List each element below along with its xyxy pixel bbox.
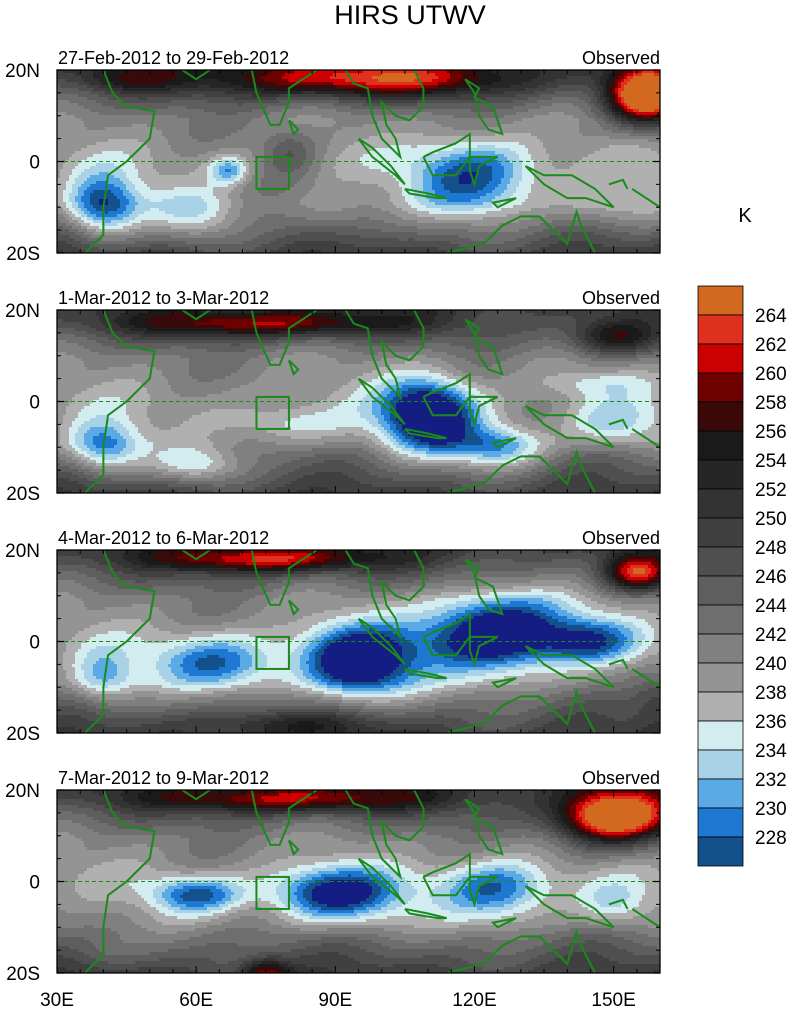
- colorbar-tick-label: 248: [755, 538, 787, 559]
- x-tick-label: 30E: [40, 990, 74, 1011]
- colorbar-swatch: [697, 517, 744, 548]
- panel-period-label: 1-Mar-2012 to 3-Mar-2012: [58, 288, 269, 308]
- contour-field: [57, 550, 660, 733]
- figure-title: HIRS UTWV: [334, 0, 486, 30]
- map-panel-2: 1-Mar-2012 to 3-Mar-2012 Observed 20N 0 20S: [5, 288, 661, 505]
- map-panels: 27-Feb-2012 to 29-Feb-2012 Observed 20N 0 20…: [5, 48, 661, 1011]
- panel-observed-label: Observed: [582, 48, 660, 68]
- colorbar-tick-label: 238: [755, 683, 787, 704]
- x-tick-label: 60E: [179, 990, 213, 1011]
- colorbar-tick-label: 252: [755, 480, 787, 501]
- study-region-box: [255, 875, 290, 910]
- coastlines: [84, 310, 660, 493]
- colorbar-swatch: [697, 343, 744, 374]
- colorbar-swatch: [697, 691, 744, 722]
- colorbar-tick-label: 232: [755, 770, 787, 791]
- x-tick-label: 120E: [452, 990, 496, 1011]
- study-region-box: [255, 395, 290, 430]
- colorbar-tick-label: 234: [755, 741, 787, 762]
- y-tick-label: 20N: [5, 301, 40, 322]
- colorbar-tick-label: 230: [755, 799, 787, 820]
- colorbar: 264 262 260 258 256 254 252 250 248 246 244 242 240 2…: [697, 285, 787, 867]
- colorbar-swatch: [697, 430, 744, 461]
- colorbar-swatch: [697, 720, 744, 751]
- coastlines: [84, 70, 660, 253]
- x-axis: 30E 60E 90E 120E 150E: [40, 990, 636, 1011]
- colorbar-tick-label: 246: [755, 567, 787, 588]
- contour-field: [57, 310, 660, 493]
- y-tick-label: 20N: [5, 781, 40, 802]
- y-tick-label: 20S: [6, 244, 40, 265]
- colorbar-tick-label: 262: [755, 335, 787, 356]
- map-panel-3: 4-Mar-2012 to 6-Mar-2012 Observed 20N 0 20S: [5, 528, 661, 745]
- panel-observed-label: Observed: [582, 288, 660, 308]
- colorbar-tick-label: 244: [755, 596, 787, 617]
- colorbar-units-label: K: [738, 205, 752, 227]
- coastlines: [84, 790, 660, 973]
- y-tick-label: 0: [29, 633, 40, 654]
- y-tick-label: 20N: [5, 541, 40, 562]
- y-tick-label: 20S: [6, 484, 40, 505]
- colorbar-swatch: [697, 749, 744, 780]
- colorbar-swatch: [697, 662, 744, 693]
- colorbar-tick-label: 254: [755, 451, 787, 472]
- colorbar-swatch: [697, 807, 744, 838]
- colorbar-tick-label: 242: [755, 625, 787, 646]
- colorbar-tick-label: 260: [755, 364, 787, 385]
- panel-period-label: 4-Mar-2012 to 6-Mar-2012: [58, 528, 269, 548]
- colorbar-tick-label: 250: [755, 509, 787, 530]
- study-region-box: [255, 635, 290, 670]
- colorbar-swatch: [697, 836, 744, 867]
- study-region-box: [255, 155, 290, 190]
- colorbar-tick-label: 236: [755, 712, 787, 733]
- colorbar-swatch: [697, 401, 744, 432]
- colorbar-swatch: [697, 604, 744, 635]
- coastlines: [84, 550, 660, 733]
- colorbar-swatch: [697, 314, 744, 345]
- y-tick-label: 0: [29, 393, 40, 414]
- colorbar-tick-label: 256: [755, 422, 787, 443]
- colorbar-swatch: [697, 575, 744, 606]
- panel-observed-label: Observed: [582, 528, 660, 548]
- y-tick-label: 0: [29, 873, 40, 894]
- y-tick-label: 20N: [5, 61, 40, 82]
- y-tick-label: 20S: [6, 724, 40, 745]
- panel-observed-label: Observed: [582, 768, 660, 788]
- x-tick-label: 90E: [318, 990, 352, 1011]
- colorbar-swatch: [697, 372, 744, 403]
- colorbar-tick-label: 240: [755, 654, 787, 675]
- colorbar-tick-label: 258: [755, 393, 787, 414]
- colorbar-swatch: [697, 488, 744, 519]
- colorbar-swatch: [697, 778, 744, 809]
- y-tick-label: 0: [29, 153, 40, 174]
- colorbar-swatch: [697, 633, 744, 664]
- colorbar-swatch: [697, 285, 744, 316]
- colorbar-tick-label: 228: [755, 828, 787, 849]
- contour-field: [57, 70, 660, 253]
- colorbar-swatch: [697, 546, 744, 577]
- y-tick-label: 20S: [6, 964, 40, 985]
- panel-period-label: 7-Mar-2012 to 9-Mar-2012: [58, 768, 269, 788]
- colorbar-swatch: [697, 459, 744, 490]
- map-panel-1: 27-Feb-2012 to 29-Feb-2012 Observed 20N 0 20…: [5, 48, 661, 265]
- x-tick-label: 150E: [591, 990, 635, 1011]
- map-panel-4: 7-Mar-2012 to 9-Mar-2012 Observed 20N 0 20S: [5, 768, 661, 985]
- panel-period-label: 27-Feb-2012 to 29-Feb-2012: [58, 48, 289, 68]
- colorbar-tick-label: 264: [755, 306, 787, 327]
